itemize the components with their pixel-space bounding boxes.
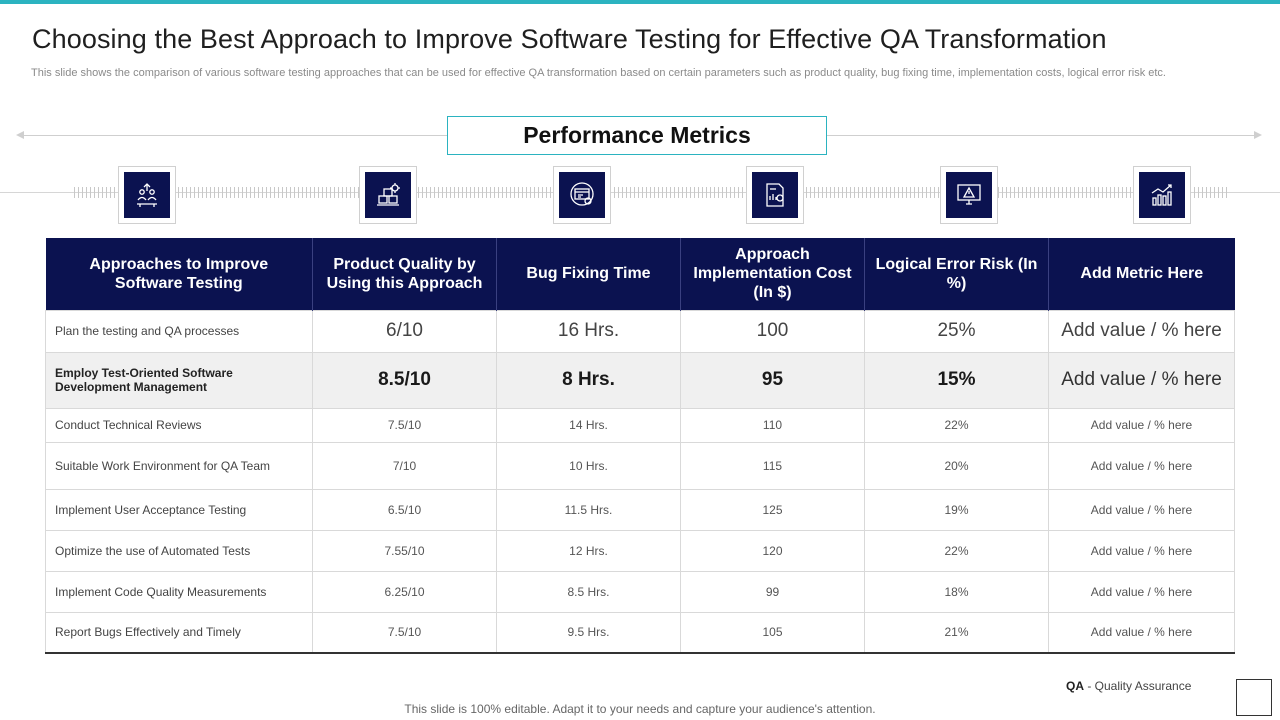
performance-metrics-heading: Performance Metrics — [447, 116, 827, 155]
boxes-gear-icon — [359, 166, 417, 224]
team-growth-icon — [118, 166, 176, 224]
legend-meaning: Quality Assurance — [1094, 679, 1192, 693]
cell-product-quality: 8.5/10 — [312, 351, 497, 409]
col-header-bug-fixing-time: Bug Fixing Time — [496, 238, 681, 310]
table-row: Report Bugs Effectively and Timely 7.5/1… — [45, 611, 1235, 654]
cell-bug-fixing-time: 9.5 Hrs. — [496, 611, 681, 654]
cell-logical-error-risk: 22% — [864, 529, 1049, 572]
browser-gear-icon — [553, 166, 611, 224]
cell-add-metric: Add value / % here — [1048, 488, 1235, 531]
cell-bug-fixing-time: 12 Hrs. — [496, 529, 681, 572]
cell-bug-fixing-time: 8 Hrs. — [496, 351, 681, 409]
cell-add-metric: Add value / % here — [1048, 611, 1235, 654]
table-row: Implement User Acceptance Testing 6.5/10… — [45, 488, 1235, 531]
col-header-add-metric: Add Metric Here — [1048, 238, 1235, 310]
performance-metrics-table: Approaches to Improve Software Testing P… — [45, 238, 1235, 654]
slide-subtitle: This slide shows the comparison of vario… — [31, 67, 1166, 79]
monitor-warning-icon — [940, 166, 998, 224]
table-row: Suitable Work Environment for QA Team 7/… — [45, 441, 1235, 490]
cell-logical-error-risk: 20% — [864, 441, 1049, 490]
footer-note: This slide is 100% editable. Adapt it to… — [404, 702, 876, 716]
cell-logical-error-risk: 19% — [864, 488, 1049, 531]
cell-implementation-cost: 99 — [680, 570, 865, 613]
cell-product-quality: 7.5/10 — [312, 407, 497, 443]
cell-product-quality: 6/10 — [312, 309, 497, 353]
cell-product-quality: 6.25/10 — [312, 570, 497, 613]
top-accent-bar — [0, 0, 1280, 4]
cell-product-quality: 7.5/10 — [312, 611, 497, 654]
cell-add-metric: Add value / % here — [1048, 351, 1235, 409]
report-gear-icon — [746, 166, 804, 224]
cell-bug-fixing-time: 8.5 Hrs. — [496, 570, 681, 613]
table-row: Conduct Technical Reviews 7.5/10 14 Hrs.… — [45, 407, 1235, 443]
cell-add-metric: Add value / % here — [1048, 529, 1235, 572]
cell-bug-fixing-time: 10 Hrs. — [496, 441, 681, 490]
icon-row-ticks — [74, 187, 1230, 198]
table-header-row: Approaches to Improve Software Testing P… — [45, 238, 1235, 310]
cell-product-quality: 6.5/10 — [312, 488, 497, 531]
legend-abbr: QA — [1066, 679, 1084, 693]
row-label: Plan the testing and QA processes — [45, 309, 313, 353]
slide-title: Choosing the Best Approach to Improve So… — [32, 24, 1107, 54]
abbreviation-legend: QA - Quality Assurance — [1066, 679, 1191, 693]
bar-chart-trend-icon — [1133, 166, 1191, 224]
cell-bug-fixing-time: 11.5 Hrs. — [496, 488, 681, 531]
cell-implementation-cost: 125 — [680, 488, 865, 531]
table-row: Plan the testing and QA processes 6/10 1… — [45, 309, 1235, 353]
cell-bug-fixing-time: 14 Hrs. — [496, 407, 681, 443]
cell-implementation-cost: 105 — [680, 611, 865, 654]
row-label: Report Bugs Effectively and Timely — [45, 611, 313, 654]
legend-separator: - — [1084, 679, 1095, 693]
table-row: Optimize the use of Automated Tests 7.55… — [45, 529, 1235, 572]
cell-logical-error-risk: 15% — [864, 351, 1049, 409]
cell-bug-fixing-time: 16 Hrs. — [496, 309, 681, 353]
cell-logical-error-risk: 18% — [864, 570, 1049, 613]
cell-implementation-cost: 120 — [680, 529, 865, 572]
cell-implementation-cost: 115 — [680, 441, 865, 490]
cell-product-quality: 7.55/10 — [312, 529, 497, 572]
row-label: Implement User Acceptance Testing — [45, 488, 313, 531]
cell-product-quality: 7/10 — [312, 441, 497, 490]
cell-implementation-cost: 95 — [680, 351, 865, 409]
row-label: Implement Code Quality Measurements — [45, 570, 313, 613]
cell-logical-error-risk: 25% — [864, 309, 1049, 353]
arrow-left-icon — [16, 131, 24, 139]
col-header-logical-error-risk: Logical Error Risk (In %) — [864, 238, 1049, 310]
row-label: Employ Test-Oriented Software Developmen… — [45, 351, 313, 409]
row-label: Optimize the use of Automated Tests — [45, 529, 313, 572]
cell-add-metric: Add value / % here — [1048, 570, 1235, 613]
row-label: Conduct Technical Reviews — [45, 407, 313, 443]
table-row: Implement Code Quality Measurements 6.25… — [45, 570, 1235, 613]
cell-add-metric: Add value / % here — [1048, 407, 1235, 443]
row-label: Suitable Work Environment for QA Team — [45, 441, 313, 490]
col-header-implementation-cost: Approach Implementation Cost (In $) — [680, 238, 865, 310]
cell-add-metric: Add value / % here — [1048, 441, 1235, 490]
cell-logical-error-risk: 21% — [864, 611, 1049, 654]
cell-implementation-cost: 110 — [680, 407, 865, 443]
corner-placeholder-box — [1236, 679, 1272, 716]
cell-implementation-cost: 100 — [680, 309, 865, 353]
col-header-approach: Approaches to Improve Software Testing — [45, 238, 313, 310]
table-row-highlighted: Employ Test-Oriented Software Developmen… — [45, 351, 1235, 409]
arrow-right-icon — [1254, 131, 1262, 139]
cell-logical-error-risk: 22% — [864, 407, 1049, 443]
cell-add-metric: Add value / % here — [1048, 309, 1235, 353]
col-header-product-quality: Product Quality by Using this Approach — [312, 238, 497, 310]
